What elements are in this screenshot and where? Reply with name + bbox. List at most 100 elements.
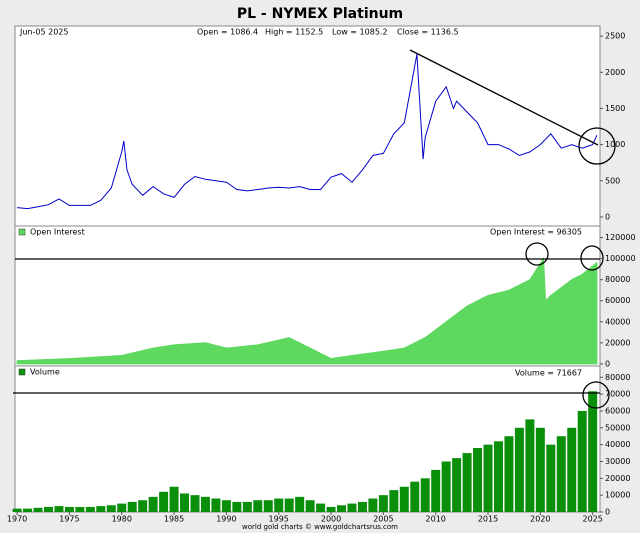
bar xyxy=(180,493,190,512)
y-tick-label: 40000 xyxy=(605,317,630,326)
y-tick-label: 10000 xyxy=(605,491,630,500)
y-tick-label: 30000 xyxy=(605,457,630,466)
y-tick-label: 2500 xyxy=(605,32,625,41)
bar xyxy=(546,444,556,512)
marks xyxy=(12,54,598,512)
ohlc-label: Low = 1085.2 xyxy=(332,28,388,37)
bar xyxy=(368,498,378,512)
bar xyxy=(148,496,158,512)
bar xyxy=(326,506,336,512)
y-tick-label: 60000 xyxy=(605,406,630,415)
x-tick-label: 1990 xyxy=(216,515,236,524)
x-tick-label: 1985 xyxy=(164,515,184,524)
x-tick-label: 2000 xyxy=(321,515,341,524)
y-tick-label: 1000 xyxy=(605,140,625,149)
x-tick-label: 1980 xyxy=(112,515,132,524)
y-tick-label: 20000 xyxy=(605,338,630,347)
bar xyxy=(295,496,305,512)
bar xyxy=(347,503,357,512)
bar xyxy=(504,436,514,512)
area xyxy=(16,257,598,365)
ohlc-label: High = 1152.5 xyxy=(265,28,323,37)
bar xyxy=(75,506,85,512)
bar xyxy=(127,501,137,512)
last-value-label: Volume = 71667 xyxy=(515,369,582,378)
x-tick-label: 2005 xyxy=(373,515,393,524)
y-tick-label: 40000 xyxy=(605,440,630,449)
bar xyxy=(106,505,116,512)
bar xyxy=(211,498,221,512)
y-tick-label: 0 xyxy=(605,508,610,517)
bar xyxy=(263,500,273,512)
bar xyxy=(200,496,210,512)
legend-label: Open Interest xyxy=(30,228,85,237)
x-tick-label: 2010 xyxy=(426,515,446,524)
bar xyxy=(588,391,598,512)
y-tick-label: 500 xyxy=(605,176,620,185)
bar xyxy=(316,503,326,512)
bar xyxy=(85,506,95,512)
y-tick-label: 1500 xyxy=(605,104,625,113)
bar xyxy=(64,506,74,512)
bar xyxy=(305,500,315,512)
y-tick-label: 0 xyxy=(605,212,610,221)
bar xyxy=(274,498,284,512)
bar xyxy=(399,486,409,512)
bar xyxy=(242,501,252,512)
bar xyxy=(12,508,22,512)
bar xyxy=(117,503,127,512)
y-tick-label: 70000 xyxy=(605,390,630,399)
bar xyxy=(514,427,524,512)
x-tick-label: 1975 xyxy=(59,515,79,524)
bar xyxy=(190,495,200,512)
circle xyxy=(580,245,604,271)
x-tick-label: 1970 xyxy=(7,515,27,524)
bar xyxy=(232,501,242,512)
source: world gold charts © www.goldchartsrus.co… xyxy=(242,523,398,531)
y-tick-label: 0 xyxy=(605,359,610,368)
bar xyxy=(284,498,294,512)
bar xyxy=(420,478,430,512)
ohlc-label: Open = 1086.4 xyxy=(197,28,258,37)
y-tick-label: 20000 xyxy=(605,474,630,483)
y-tick-label: 80000 xyxy=(605,373,630,382)
bar xyxy=(577,410,587,512)
bar xyxy=(410,481,420,512)
bar xyxy=(378,495,388,512)
bar xyxy=(441,461,451,512)
bar xyxy=(33,507,43,512)
last-value-label: Open Interest = 96305 xyxy=(490,228,582,237)
circle xyxy=(525,242,549,266)
bar xyxy=(525,419,535,512)
annotations xyxy=(13,49,616,409)
chart-title: PL - NYMEX Platinum xyxy=(237,6,403,22)
date-label: Jun-05 2025 xyxy=(19,28,68,37)
bar xyxy=(452,458,462,512)
bar xyxy=(54,506,64,512)
bar xyxy=(431,469,441,512)
legend-swatch xyxy=(18,368,26,376)
bar xyxy=(138,500,148,512)
x-tick-label: 2025 xyxy=(582,515,602,524)
bar xyxy=(389,490,399,512)
bar xyxy=(96,506,106,512)
bar xyxy=(462,453,472,512)
bar xyxy=(337,505,347,512)
x-tick-label: 2015 xyxy=(478,515,498,524)
y-tick-label: 120000 xyxy=(605,233,636,242)
y-tick-label: 50000 xyxy=(605,423,630,432)
circle xyxy=(578,127,616,165)
bar xyxy=(493,441,503,512)
y-tick-label: 100000 xyxy=(605,254,636,263)
bar xyxy=(169,486,179,512)
y-tick-label: 2000 xyxy=(605,68,625,77)
bar xyxy=(23,508,33,512)
bar xyxy=(43,506,53,512)
bar xyxy=(567,427,577,512)
bar xyxy=(357,501,367,512)
x-tick-label: 1995 xyxy=(269,515,289,524)
bar xyxy=(221,500,231,512)
legend-label: Volume xyxy=(30,368,60,377)
